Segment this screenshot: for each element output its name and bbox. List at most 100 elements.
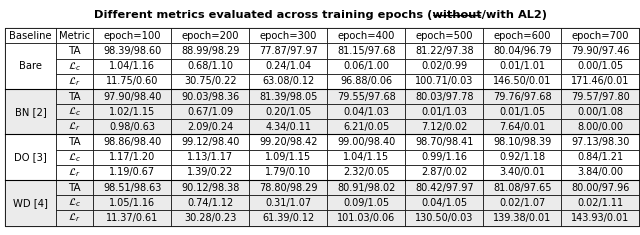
Text: 1.05/1.16: 1.05/1.16 [109, 198, 156, 208]
Text: epoch=400: epoch=400 [338, 31, 395, 41]
Text: epoch=500: epoch=500 [415, 31, 473, 41]
Bar [483, 180, 561, 195]
Text: epoch=700: epoch=700 [572, 31, 629, 41]
Text: 0.04/1.03: 0.04/1.03 [344, 107, 389, 117]
Text: $\mathcal{L}_c$: $\mathcal{L}_c$ [68, 60, 81, 73]
Text: $\mathcal{L}_c$: $\mathcal{L}_c$ [68, 151, 81, 164]
Bar [483, 150, 561, 165]
Text: 81.39/98.05: 81.39/98.05 [259, 91, 317, 102]
Text: 81.15/97.68: 81.15/97.68 [337, 46, 396, 56]
Bar [93, 74, 172, 89]
Text: 0.01/1.03: 0.01/1.03 [421, 107, 467, 117]
Text: DO [3]: DO [3] [14, 152, 47, 162]
Bar [5, 89, 56, 134]
Text: 78.80/98.29: 78.80/98.29 [259, 183, 317, 193]
Bar [561, 74, 639, 89]
Bar [5, 43, 56, 89]
Text: BN [2]: BN [2] [15, 107, 47, 117]
Text: 79.76/97.68: 79.76/97.68 [493, 91, 552, 102]
Text: 98.70/98.41: 98.70/98.41 [415, 137, 474, 147]
Bar [56, 89, 93, 104]
Text: 0.99/1.16: 0.99/1.16 [421, 152, 467, 162]
Text: 63.08/0.12: 63.08/0.12 [262, 76, 314, 86]
Bar [483, 59, 561, 74]
Text: 79.90/97.46: 79.90/97.46 [571, 46, 630, 56]
Bar [405, 195, 483, 210]
Text: $\mathcal{L}_r$: $\mathcal{L}_r$ [68, 166, 81, 179]
Bar [172, 119, 250, 134]
Bar [250, 89, 328, 104]
Text: TA: TA [68, 46, 81, 56]
Text: 2.87/0.02: 2.87/0.02 [421, 168, 468, 177]
Text: $\mathcal{L}_c$: $\mathcal{L}_c$ [68, 105, 81, 118]
Text: 0.24/1.04: 0.24/1.04 [266, 61, 312, 71]
Bar [328, 134, 405, 150]
Text: 0.01/1.01: 0.01/1.01 [499, 61, 545, 71]
Text: 1.19/0.67: 1.19/0.67 [109, 168, 156, 177]
Bar [405, 134, 483, 150]
Bar [561, 59, 639, 74]
Bar [405, 119, 483, 134]
Text: Baseline: Baseline [10, 31, 52, 41]
Text: 139.38/0.01: 139.38/0.01 [493, 213, 552, 223]
Text: 0.31/1.07: 0.31/1.07 [266, 198, 312, 208]
Text: 0.67/1.09: 0.67/1.09 [188, 107, 234, 117]
Text: 11.75/0.60: 11.75/0.60 [106, 76, 159, 86]
Bar [328, 28, 405, 43]
Bar [328, 59, 405, 74]
Bar [405, 74, 483, 89]
Text: $\mathcal{L}_r$: $\mathcal{L}_r$ [68, 75, 81, 88]
Text: $\mathcal{L}_c$: $\mathcal{L}_c$ [68, 196, 81, 209]
Text: 77.87/97.97: 77.87/97.97 [259, 46, 318, 56]
Text: 99.12/98.40: 99.12/98.40 [181, 137, 239, 147]
Text: epoch=300: epoch=300 [260, 31, 317, 41]
Bar [93, 134, 172, 150]
Text: 81.08/97.65: 81.08/97.65 [493, 183, 552, 193]
Text: 80.91/98.02: 80.91/98.02 [337, 183, 396, 193]
Bar [561, 28, 639, 43]
Bar [250, 150, 328, 165]
Bar [405, 150, 483, 165]
Text: 1.13/1.17: 1.13/1.17 [188, 152, 234, 162]
Text: 1.04/1.15: 1.04/1.15 [343, 152, 390, 162]
Bar [328, 89, 405, 104]
Bar [328, 104, 405, 119]
Text: WD [4]: WD [4] [13, 198, 48, 208]
Text: 0.06/1.00: 0.06/1.00 [344, 61, 389, 71]
Bar [56, 74, 93, 89]
Text: TA: TA [68, 137, 81, 147]
Text: epoch=200: epoch=200 [182, 31, 239, 41]
Bar [172, 180, 250, 195]
Text: 79.57/97.80: 79.57/97.80 [571, 91, 630, 102]
Bar [172, 89, 250, 104]
Text: 97.90/98.40: 97.90/98.40 [103, 91, 162, 102]
Bar [5, 28, 639, 226]
Bar [5, 180, 56, 226]
Text: Metric: Metric [60, 31, 90, 41]
Bar [328, 150, 405, 165]
Bar [561, 195, 639, 210]
Text: 7.12/0.02: 7.12/0.02 [421, 122, 468, 132]
Text: Different metrics evaluated across training epochs (w̶i̶t̶h̶o̶u̶t̶/with AL2): Different metrics evaluated across train… [93, 10, 547, 20]
Text: 7.64/0.01: 7.64/0.01 [499, 122, 545, 132]
Bar [328, 195, 405, 210]
Bar [483, 165, 561, 180]
Bar [483, 104, 561, 119]
Text: 0.68/1.10: 0.68/1.10 [188, 61, 234, 71]
Bar [56, 119, 93, 134]
Text: 0.04/1.05: 0.04/1.05 [421, 198, 467, 208]
Text: 90.12/98.38: 90.12/98.38 [181, 183, 239, 193]
Text: 80.00/97.96: 80.00/97.96 [571, 183, 630, 193]
Text: TA: TA [68, 183, 81, 193]
Bar [172, 59, 250, 74]
Text: 99.20/98.42: 99.20/98.42 [259, 137, 317, 147]
Bar [250, 104, 328, 119]
Bar [405, 59, 483, 74]
Bar [561, 104, 639, 119]
Text: 80.04/96.79: 80.04/96.79 [493, 46, 552, 56]
Bar [250, 210, 328, 226]
Bar [172, 134, 250, 150]
Text: 146.50/0.01: 146.50/0.01 [493, 76, 552, 86]
Text: 1.02/1.15: 1.02/1.15 [109, 107, 156, 117]
Bar [250, 134, 328, 150]
